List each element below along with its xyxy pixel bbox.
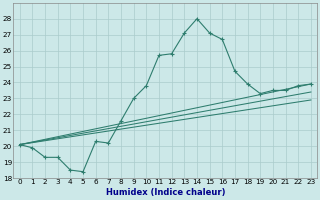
X-axis label: Humidex (Indice chaleur): Humidex (Indice chaleur) [106,188,225,197]
